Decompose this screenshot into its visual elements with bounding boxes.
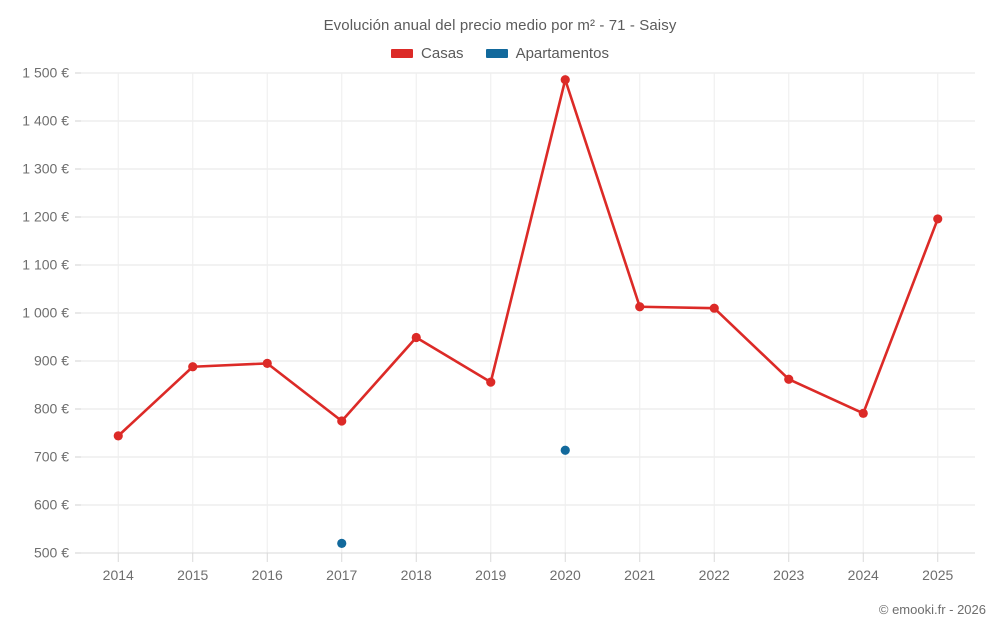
x-axis-tick-label: 2023 — [773, 567, 804, 583]
x-axis-tick-label: 2019 — [475, 567, 506, 583]
y-axis-tick-label: 900 € — [34, 353, 69, 369]
data-point-marker[interactable] — [486, 377, 496, 387]
series-line-segment — [861, 217, 940, 415]
data-point-marker[interactable] — [188, 362, 198, 372]
y-axis-tick-label: 1 300 € — [22, 161, 69, 177]
y-axis-tick-label: 1 000 € — [22, 305, 69, 321]
data-series-layer — [113, 75, 943, 549]
legend-label-apartamentos: Apartamentos — [515, 45, 609, 62]
x-axis-tick-label: 2014 — [103, 567, 134, 583]
x-axis-tick-label: 2024 — [848, 567, 879, 583]
x-axis-tick-label: 2016 — [252, 567, 283, 583]
x-axis-tick-label: 2022 — [699, 567, 730, 583]
data-point-marker[interactable] — [560, 75, 570, 85]
data-point-marker[interactable] — [560, 445, 570, 455]
chart-legend: Casas Apartamentos — [0, 45, 1000, 62]
x-axis-tick-label: 2018 — [401, 567, 432, 583]
legend-swatch-casas — [391, 49, 414, 58]
y-axis-tick-label: 1 400 € — [22, 113, 69, 129]
chart-title: Evolución anual del precio medio por m² … — [323, 17, 677, 34]
y-axis-tick-label: 600 € — [34, 497, 69, 513]
data-point-marker[interactable] — [709, 303, 719, 313]
data-point-marker[interactable] — [858, 408, 868, 418]
grid-lines — [81, 72, 975, 554]
data-point-marker[interactable] — [411, 332, 421, 343]
series-line-segment — [340, 336, 418, 423]
x-axis-tick-label: 2025 — [922, 567, 953, 583]
x-axis-tick-labels: 2014 2015 2016 2017 2018 2019 2020 2021 2022 2023… — [103, 567, 954, 583]
legend-item-casas[interactable]: Casas — [391, 45, 464, 62]
x-axis-tick-label: 2021 — [624, 567, 655, 583]
legend-label-casas: Casas — [421, 45, 464, 62]
x-axis-tick-label: 2015 — [177, 567, 208, 583]
series-line-segment — [489, 78, 567, 384]
data-point-marker[interactable] — [784, 374, 794, 384]
data-point-marker[interactable] — [933, 214, 943, 224]
data-point-marker[interactable] — [337, 538, 347, 549]
axis-lines — [75, 72, 975, 562]
series-line-segment — [712, 306, 791, 381]
x-axis-tick-label: 2020 — [550, 567, 581, 583]
data-point-marker[interactable] — [635, 302, 645, 312]
series-line-segment — [191, 362, 269, 369]
series-line-segment — [116, 365, 195, 438]
data-point-marker[interactable] — [262, 358, 272, 368]
y-axis-tick-label: 1 500 € — [22, 65, 69, 81]
series-line-segment — [414, 336, 493, 384]
y-axis-tick-label: 800 € — [34, 401, 69, 417]
series-line-segment — [787, 377, 865, 415]
y-axis-tick-label: 700 € — [34, 449, 69, 465]
y-axis-tick-labels: 500 € 600 € 700 € 800 € 900 € 1 000 € 1 100 € 1… — [22, 65, 69, 561]
series-line-segment — [563, 78, 642, 309]
data-point-marker[interactable] — [113, 431, 123, 441]
y-axis-tick-label: 1 100 € — [22, 257, 69, 273]
y-axis-tick-label: 500 € — [34, 545, 69, 561]
series-line-segment — [265, 362, 344, 423]
y-axis-tick-label: 1 200 € — [22, 209, 69, 225]
legend-item-apartamentos[interactable]: Apartamentos — [485, 45, 609, 62]
legend-swatch-apartamentos — [485, 49, 508, 58]
x-axis-tick-label: 2017 — [326, 567, 357, 583]
credit-text: © emooki.fr - 2026 — [878, 602, 986, 617]
series-line-segment — [638, 305, 716, 310]
data-point-marker[interactable] — [337, 416, 347, 426]
